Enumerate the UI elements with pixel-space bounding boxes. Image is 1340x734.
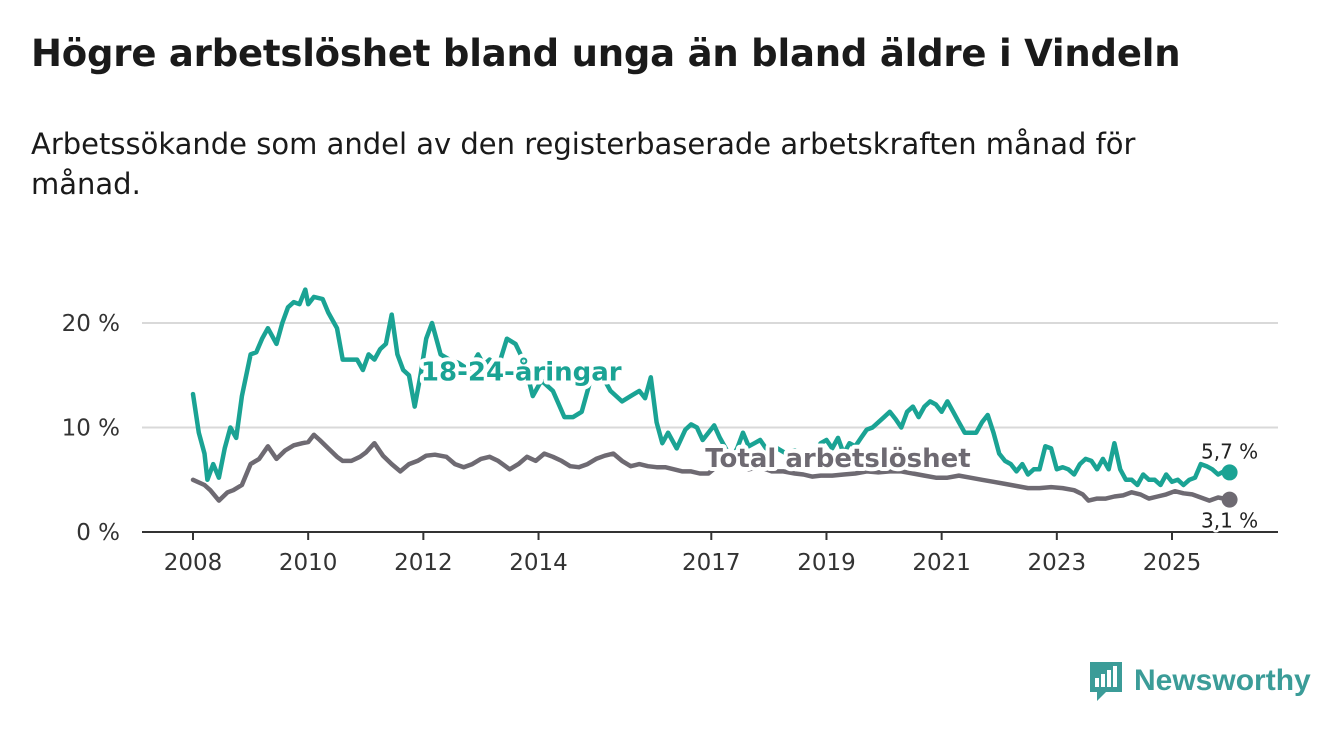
gridlines <box>142 322 1278 429</box>
x-tick-label: 2008 <box>164 550 223 576</box>
series-line-youth <box>190 287 1232 488</box>
x-tick-label: 2023 <box>1028 550 1087 576</box>
newsworthy-logo: Newsworthy <box>1088 660 1311 702</box>
y-tick-label: 10 % <box>62 416 120 442</box>
x-tick-label: 2019 <box>797 550 856 576</box>
series-labels: 5,7 % 3,1 % 18-24-åringar Total arbetslöshe… <box>417 351 1261 535</box>
y-tick-label: 0 % <box>76 520 120 546</box>
end-point-total <box>1221 491 1238 508</box>
end-label-youth: 5,7 % <box>1201 439 1258 463</box>
axes: 0 % 10 % 20 % 2008 2010 2012 2014 2017 2019 2021 2… <box>62 311 1278 576</box>
series-lines <box>190 287 1232 503</box>
x-tick-label: 2012 <box>394 550 453 576</box>
y-tick-label: 20 % <box>62 311 120 337</box>
brand-name: Newsworthy <box>1134 664 1311 697</box>
chart-title: Högre arbetslöshet bland unga än bland ä… <box>31 32 1181 75</box>
series-line-total <box>190 432 1232 503</box>
x-tick-label: 2010 <box>279 550 338 576</box>
chart-subtitle: Arbetssökande som andel av den registerb… <box>31 127 1136 201</box>
x-tick-label: 2021 <box>912 550 971 576</box>
x-tick-label: 2014 <box>509 550 568 576</box>
end-label-total: 3,1 % <box>1201 509 1258 533</box>
bar-chart-logo-icon <box>1090 662 1122 701</box>
end-point-youth <box>1221 464 1238 481</box>
x-tick-label: 2017 <box>682 550 741 576</box>
series-label-youth: 18-24-åringar <box>421 355 622 387</box>
series-label-total: Total arbetslöshet <box>705 444 970 474</box>
x-tick-label: 2025 <box>1143 550 1202 576</box>
